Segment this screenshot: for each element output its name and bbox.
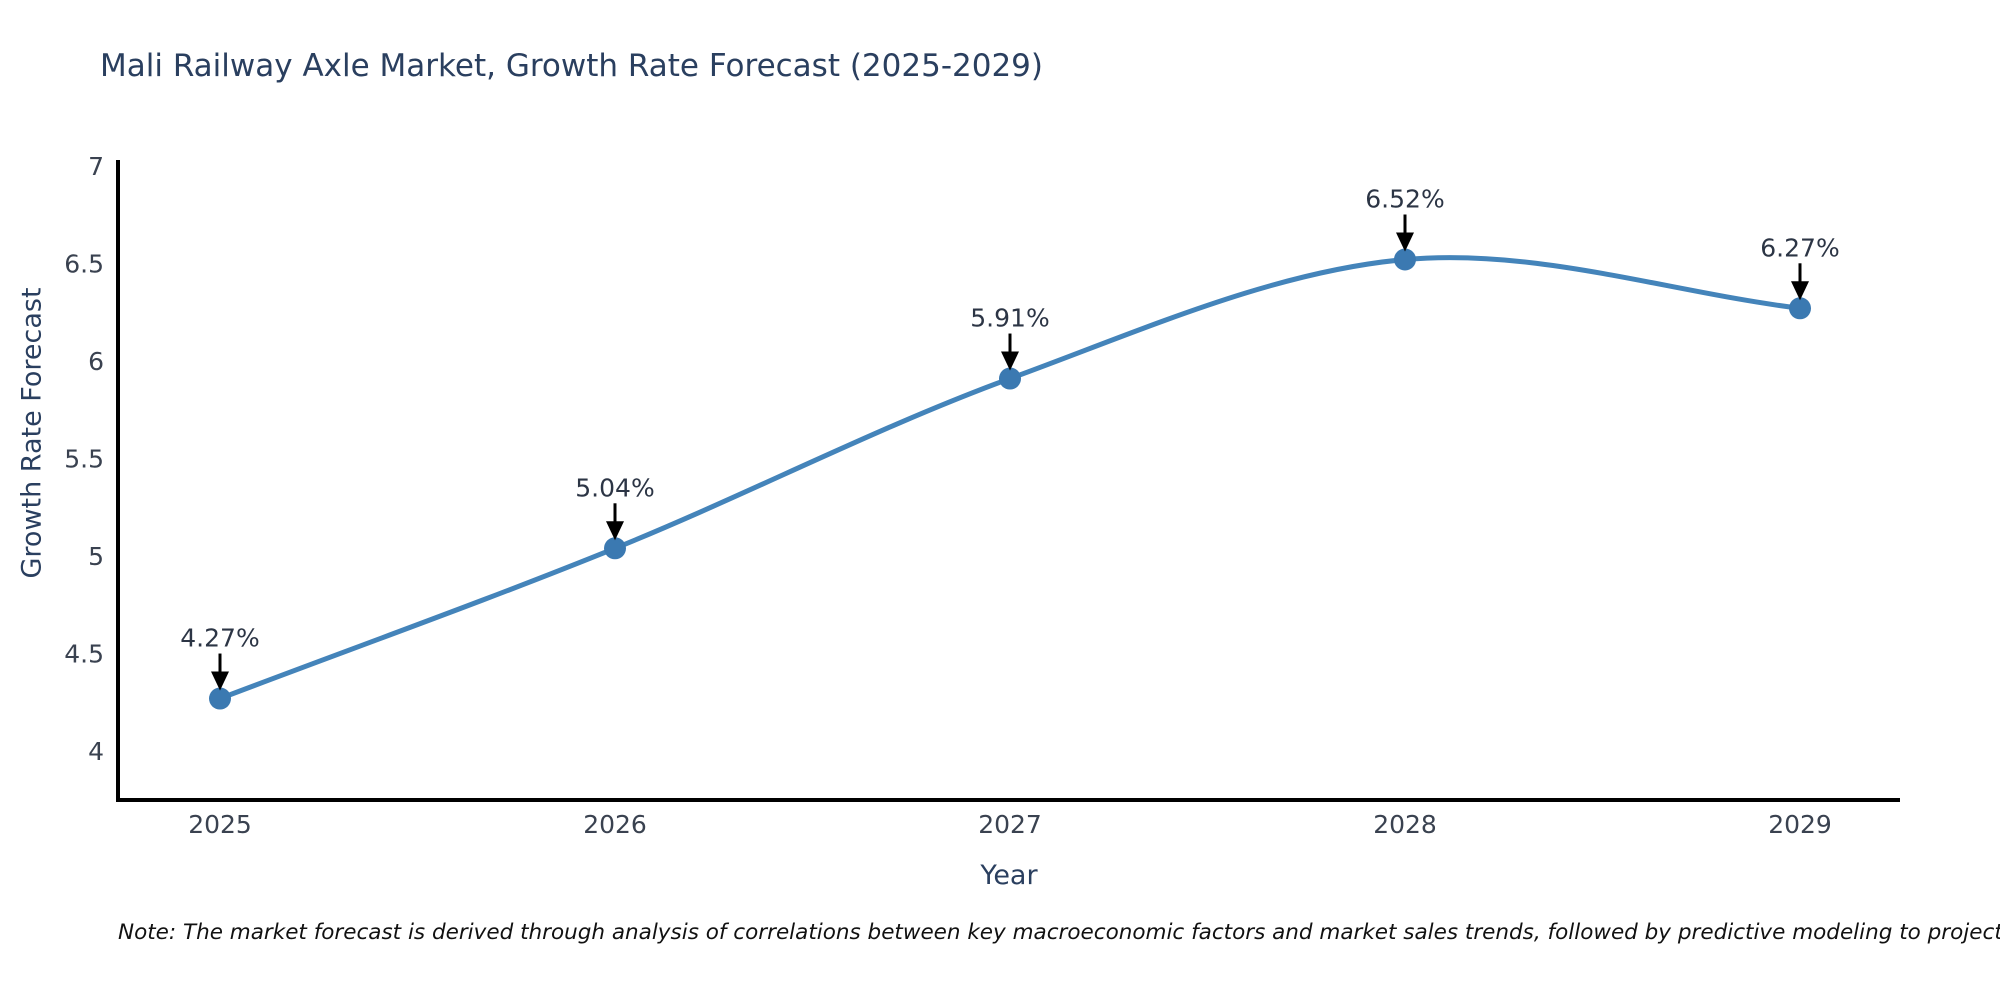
data-point-label: 6.52% [1365, 185, 1444, 214]
y-tick-label: 5.5 [64, 445, 104, 474]
x-tick-label: 2025 [188, 810, 252, 839]
annotation-arrowhead-icon [1001, 351, 1019, 371]
y-tick-label: 7 [88, 152, 104, 181]
y-tick-label: 6 [88, 347, 104, 376]
annotation-arrowhead-icon [1791, 281, 1809, 301]
data-point-marker [1394, 248, 1416, 271]
data-point-marker [1789, 297, 1811, 320]
data-point-marker [999, 367, 1021, 390]
data-point-label: 5.04% [575, 473, 654, 502]
chart-title: Mali Railway Axle Market, Growth Rate Fo… [100, 48, 1044, 84]
x-tick-label: 2027 [978, 810, 1042, 839]
data-point-label: 6.27% [1760, 233, 1839, 262]
y-tick-label: 4 [88, 737, 104, 766]
x-tick-label: 2029 [1768, 810, 1832, 839]
data-point-label: 4.27% [180, 624, 259, 653]
data-point-label: 5.91% [970, 304, 1049, 333]
x-tick-label: 2026 [583, 810, 647, 839]
footnote: Note: The market forecast is derived thr… [118, 920, 2000, 945]
data-point-marker [604, 537, 626, 560]
y-tick-label: 5 [88, 542, 104, 571]
y-tick-label: 6.5 [64, 249, 104, 278]
x-axis-title: Year [980, 860, 1038, 891]
data-point-marker [209, 687, 231, 710]
annotation-arrowhead-icon [211, 671, 229, 691]
annotation-arrowhead-icon [1396, 232, 1414, 252]
x-tick-label: 2028 [1373, 810, 1437, 839]
annotation-arrowhead-icon [606, 521, 624, 541]
y-tick-label: 4.5 [64, 640, 104, 669]
